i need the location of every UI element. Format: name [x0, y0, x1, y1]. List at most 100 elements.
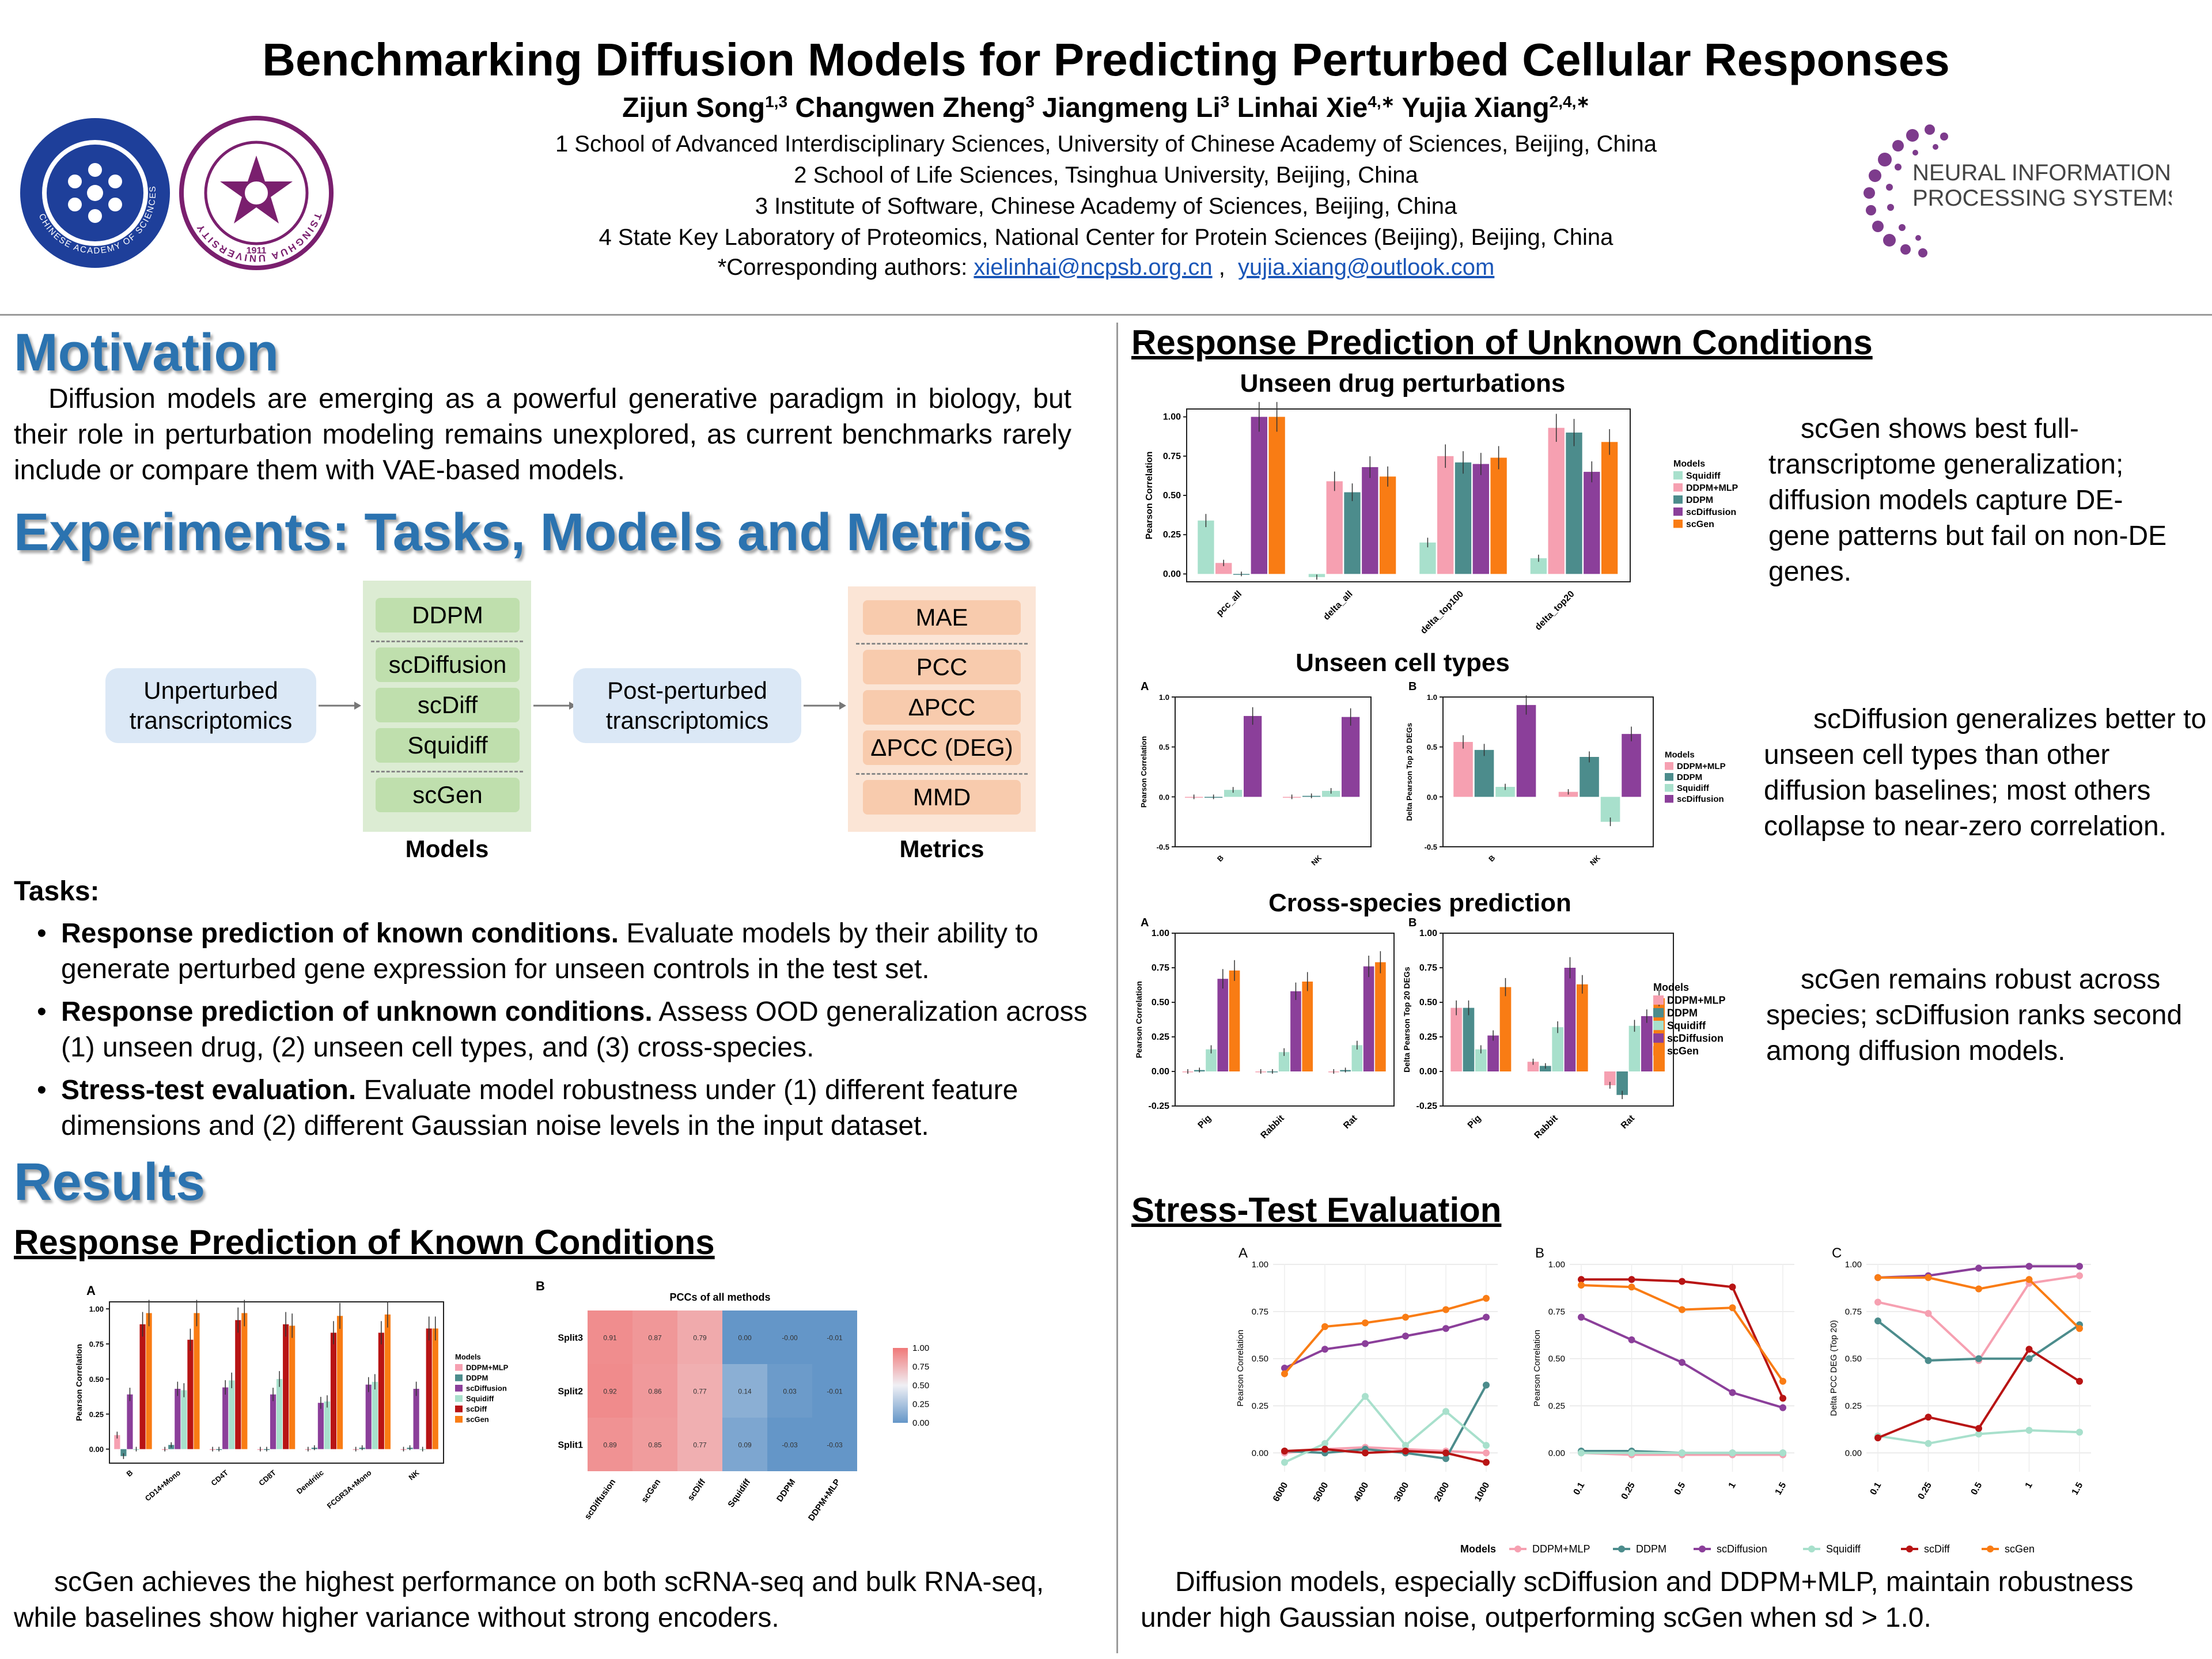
bar-scdiffusion [1217, 979, 1229, 1071]
email-link-xie[interactable]: xielinhai@ncpsb.org.cn [974, 255, 1213, 280]
series-point [1321, 1440, 1328, 1447]
bar-scgen [1302, 982, 1313, 1071]
line-chart-stress_C: 1.00 0.75 0.50 0.25 0.00 0.1 0.25 0.5 1 1.5 Delta … [1829, 1245, 2091, 1501]
heatmap-cell [812, 1364, 857, 1418]
y-tick-label: 0.00 [1152, 1067, 1169, 1077]
color-scale-tick: 0.00 [912, 1418, 929, 1428]
metric-pcc: PCC [863, 650, 1021, 684]
corresponding-prefix: *Corresponding authors: [717, 255, 974, 280]
line-chart-stress_B: 1.00 0.75 0.50 0.25 0.00 0.1 0.25 0.5 1 1.5 Pearso… [1532, 1245, 1794, 1501]
legend-label: DDPM [1636, 1543, 1666, 1555]
bar-ddpm [1540, 1066, 1551, 1071]
bar-scgen [1229, 970, 1240, 1071]
legend-point [1906, 1546, 1913, 1552]
y-axis-label: Pearson Correlation [1145, 452, 1154, 540]
stress-test-caption: Diffusion models, especially scDiffusion… [1141, 1567, 2134, 1633]
series-line-squidiff [1284, 1394, 1487, 1464]
bar-ddpm [1580, 757, 1599, 797]
column-divider [1116, 323, 1118, 1653]
bar-scdiffusion [1342, 717, 1360, 797]
known-conditions-heatmap: B PCCs of all methods Split3 0.91 0.87 0.79 0.… [536, 1279, 929, 1523]
legend-swatch [455, 1374, 463, 1381]
bar-scdiffusion [1487, 1035, 1499, 1071]
series-point [1975, 1425, 1982, 1432]
x-tick-label: CD14+Mono [143, 1468, 183, 1503]
heatmap-cell-value: 0.89 [603, 1441, 617, 1449]
series-point [1874, 1317, 1881, 1325]
models-separator-1 [371, 641, 523, 642]
legend-point [1618, 1546, 1625, 1552]
y-tick-label: 0.25 [1419, 1032, 1437, 1042]
x-tick-label: 1 [1727, 1480, 1738, 1490]
series-point [1925, 1440, 1932, 1447]
series-point [1729, 1389, 1736, 1396]
series-point [2076, 1377, 2083, 1385]
bar-squidiff [372, 1381, 378, 1449]
bar-scdiffusion [413, 1388, 419, 1449]
legend-label: DDPM+MLP [1667, 994, 1726, 1006]
y-axis-label: Pearson Correlation [1139, 736, 1148, 808]
heatmap-cell [722, 1310, 767, 1364]
y-tick-label: 0.75 [1163, 452, 1181, 461]
task-desc: Evaluate models by their ability to gene… [61, 918, 1039, 984]
experiments-heading: Experiments: Tasks, Models and Metrics [14, 503, 1032, 562]
heatmap-cell-value: 0.85 [648, 1441, 662, 1449]
series-point [1281, 1448, 1288, 1455]
legend-label: DDPM+MLP [1686, 483, 1738, 493]
bar-scdiffusion [1363, 966, 1374, 1071]
series-line-scgen [1283, 1297, 1487, 1375]
legend-swatch [1673, 520, 1683, 528]
heatmap-col-label: scDiff [685, 1477, 707, 1503]
y-tick-label: 1.00 [1845, 1260, 1862, 1270]
series-point [1729, 1283, 1736, 1291]
y-tick-label: 1.0 [1427, 693, 1437, 702]
heatmap-cell-value: 0.00 [738, 1334, 752, 1342]
tsinghua-logo: TSINGHUA UNIVERSITY 1911 [179, 116, 334, 270]
legend-swatch [1665, 773, 1673, 781]
series-point [1483, 1442, 1490, 1449]
legend-label: Squidiff [466, 1394, 494, 1403]
heatmap-cell [588, 1418, 632, 1471]
series-point [1402, 1442, 1409, 1449]
legend-swatch [1653, 995, 1664, 1005]
y-tick-label: -0.5 [1425, 843, 1437, 851]
plot-frame [1175, 696, 1372, 847]
series-point [1442, 1455, 1449, 1463]
bar-chart-cell_A: 1.0 0.5 0.0 -0.5 B NK Pearson Correlation A [1139, 680, 1372, 867]
series-point [1362, 1340, 1369, 1347]
series-line-scdiffusion [1284, 1316, 1487, 1369]
x-tick-label: delta_all [1321, 589, 1354, 622]
email-link-xiang[interactable]: yujia.xiang@outlook.com [1238, 255, 1495, 280]
series-point [1925, 1357, 1932, 1364]
bar-scdiffusion [1622, 734, 1641, 797]
y-tick-label: 0.00 [1548, 1448, 1565, 1458]
output-box: Post-perturbed transcriptomics [573, 668, 801, 743]
y-tick-label: 0.50 [1152, 998, 1169, 1007]
legend-swatch [1653, 1033, 1664, 1043]
color-scale-tick: 1.00 [912, 1343, 929, 1353]
series-point [1402, 1332, 1409, 1340]
series-point [1779, 1404, 1786, 1411]
motivation-text: Diffusion models are emerging as a power… [14, 384, 1071, 486]
bar-scgen [241, 1313, 248, 1449]
series-point [1281, 1365, 1288, 1372]
heatmap-cell-value: 0.87 [648, 1334, 662, 1342]
legend-label: scDiffusion [1686, 507, 1736, 517]
bar-scdiff [426, 1328, 432, 1449]
bar-squidiff [1475, 1049, 1487, 1071]
task-item: • Response prediction of known condition… [37, 918, 1039, 984]
series-point [1442, 1325, 1449, 1332]
y-tick-label: 0.00 [1163, 569, 1181, 579]
heatmap-cell [722, 1364, 767, 1418]
color-scale-tick: 0.25 [912, 1400, 929, 1410]
heatmap-cell [722, 1418, 767, 1471]
x-tick-label: 1000 [1473, 1480, 1492, 1503]
y-tick-label: 0.50 [1548, 1354, 1565, 1364]
legend-label: scGen [466, 1415, 489, 1423]
bar-squidiff [1552, 1027, 1563, 1071]
bar-ddpm [120, 1449, 127, 1456]
unknown-conditions-heading: Response Prediction of Unknown Condition… [1131, 323, 1873, 362]
bar-ddpm [1463, 1007, 1475, 1071]
bar-ddpm-mlp [1437, 456, 1454, 574]
legend-swatch [1673, 495, 1683, 504]
